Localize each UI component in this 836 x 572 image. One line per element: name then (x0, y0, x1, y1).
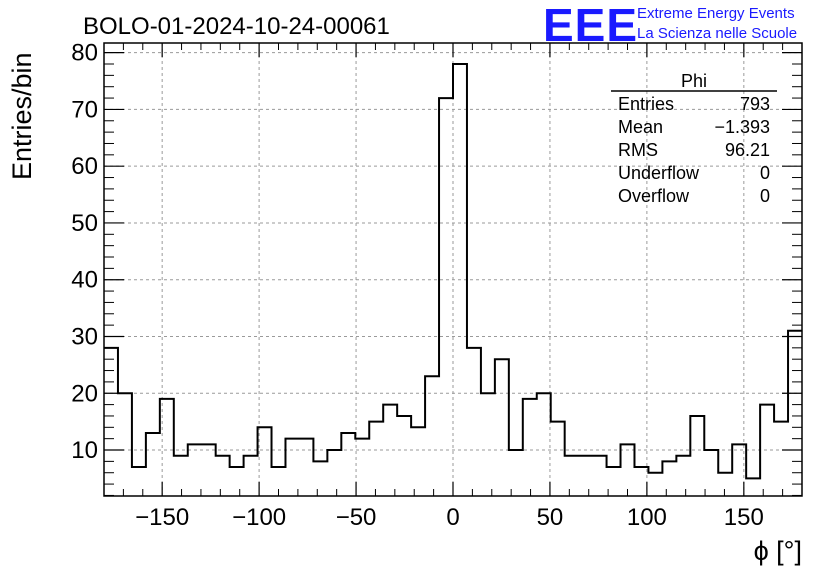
eee-logo: EEE (543, 0, 639, 51)
y-axis-label: Entries/bin (7, 52, 37, 180)
stats-value-entries: 793 (740, 94, 770, 114)
stats-label-mean: Mean (618, 117, 663, 137)
stats-label-underflow: Underflow (618, 163, 700, 183)
y-tick-labels: 10 20 30 40 50 60 70 80 (71, 40, 98, 464)
y-tick-label: 40 (71, 267, 98, 294)
grid-lines (104, 43, 802, 496)
y-tick-label: 10 (71, 437, 98, 464)
x-tick-label: 100 (627, 504, 667, 531)
y-tick-label: 60 (71, 153, 98, 180)
stats-value-rms: 96.21 (725, 140, 770, 160)
histogram-line (104, 63, 802, 480)
x-tick-labels: −150 −100 −50 0 50 100 150 (135, 504, 764, 531)
x-tick-label: 50 (537, 504, 564, 531)
logo-text-line2: La Scienza nelle Scuole (637, 25, 798, 42)
y-tick-label: 30 (71, 323, 98, 350)
chart-title: BOLO-01-2024-10-24-00061 (83, 13, 390, 40)
y-tick-label: 80 (71, 40, 98, 67)
stats-label-overflow: Overflow (618, 186, 690, 206)
logo-text-line1: Extreme Energy Events (637, 5, 795, 22)
x-tick-label: −100 (232, 504, 286, 531)
stats-value-mean: −1.393 (714, 117, 770, 137)
y-tick-label: 20 (71, 380, 98, 407)
stats-value-underflow: 0 (760, 163, 770, 183)
y-tick-label: 70 (71, 96, 98, 123)
stats-value-overflow: 0 (760, 186, 770, 206)
x-tick-label: 0 (446, 504, 459, 531)
stats-box: Phi Entries 793 Mean −1.393 RMS 96.21 Un… (611, 71, 777, 206)
stats-label-rms: RMS (618, 140, 658, 160)
stats-box-name: Phi (681, 71, 707, 91)
y-tick-label: 50 (71, 210, 98, 237)
x-axis-label: ϕ [°] (754, 536, 802, 566)
stats-label-entries: Entries (618, 94, 674, 114)
x-tick-label: 150 (724, 504, 764, 531)
x-tick-label: −50 (336, 504, 377, 531)
axis-ticks (103, 43, 803, 496)
x-tick-label: −150 (135, 504, 189, 531)
